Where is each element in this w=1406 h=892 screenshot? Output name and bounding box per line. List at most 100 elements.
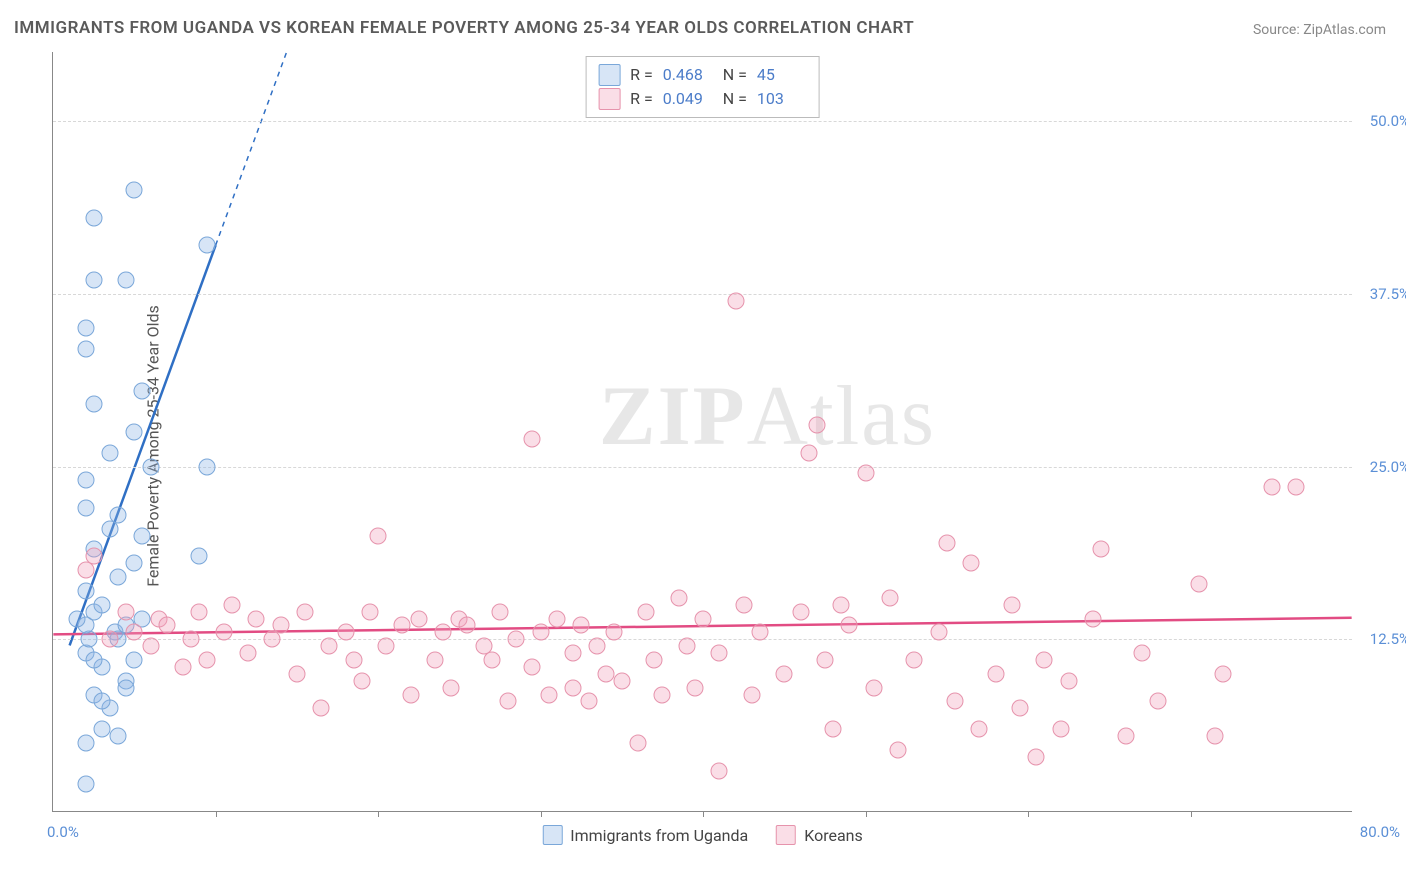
scatter-point-uganda: [126, 652, 143, 669]
legend-item: Koreans: [776, 825, 863, 845]
scatter-point-koreans: [248, 610, 265, 627]
scatter-point-koreans: [353, 672, 370, 689]
scatter-point-koreans: [686, 679, 703, 696]
scatter-point-koreans: [638, 603, 655, 620]
x-tick: [216, 811, 217, 817]
chart-plot-area: ZIPAtlas R = 0.468 N = 45 R = 0.049 N = …: [52, 52, 1352, 812]
scatter-point-koreans: [288, 665, 305, 682]
n-value: 45: [757, 63, 807, 87]
scatter-point-koreans: [727, 292, 744, 309]
scatter-point-uganda: [77, 341, 94, 358]
scatter-point-koreans: [1133, 645, 1150, 662]
scatter-point-koreans: [223, 596, 240, 613]
scatter-point-koreans: [296, 603, 313, 620]
x-tick: [866, 811, 867, 817]
scatter-point-koreans: [938, 534, 955, 551]
scatter-point-koreans: [930, 624, 947, 641]
source-label: Source: ZipAtlas.com: [1253, 22, 1386, 38]
scatter-point-koreans: [321, 638, 338, 655]
scatter-point-koreans: [597, 665, 614, 682]
scatter-point-koreans: [1060, 672, 1077, 689]
scatter-point-koreans: [1150, 693, 1167, 710]
scatter-point-koreans: [410, 610, 427, 627]
chart-title: IMMIGRANTS FROM UGANDA VS KOREAN FEMALE …: [14, 18, 914, 38]
scatter-point-koreans: [532, 624, 549, 641]
scatter-point-koreans: [101, 631, 118, 648]
scatter-point-uganda: [142, 458, 159, 475]
n-label: N =: [723, 87, 747, 111]
scatter-point-koreans: [670, 589, 687, 606]
scatter-point-koreans: [800, 444, 817, 461]
scatter-point-uganda: [93, 693, 110, 710]
scatter-point-koreans: [865, 679, 882, 696]
scatter-point-koreans: [142, 638, 159, 655]
y-tick-label: 37.5%: [1370, 285, 1406, 303]
legend-swatch-uganda: [542, 825, 562, 845]
scatter-point-uganda: [77, 776, 94, 793]
scatter-point-koreans: [394, 617, 411, 634]
y-tick-label: 12.5%: [1370, 630, 1406, 648]
scatter-point-koreans: [581, 693, 598, 710]
scatter-point-uganda: [199, 237, 216, 254]
x-tick: [1191, 811, 1192, 817]
scatter-point-uganda: [69, 610, 86, 627]
r-value: 0.049: [663, 87, 713, 111]
legend-label: Immigrants from Uganda: [570, 826, 748, 845]
scatter-point-koreans: [85, 548, 102, 565]
scatter-point-koreans: [857, 465, 874, 482]
scatter-point-koreans: [1288, 479, 1305, 496]
scatter-point-koreans: [483, 652, 500, 669]
scatter-point-uganda: [85, 272, 102, 289]
scatter-point-koreans: [345, 652, 362, 669]
legend-swatch-uganda: [598, 64, 620, 86]
scatter-point-uganda: [118, 272, 135, 289]
legend-label: Koreans: [804, 826, 863, 845]
scatter-point-uganda: [77, 320, 94, 337]
scatter-point-koreans: [361, 603, 378, 620]
scatter-point-koreans: [816, 652, 833, 669]
n-label: N =: [723, 63, 747, 87]
scatter-point-koreans: [191, 603, 208, 620]
y-tick-label: 25.0%: [1370, 458, 1406, 476]
scatter-point-koreans: [573, 617, 590, 634]
scatter-point-koreans: [313, 700, 330, 717]
scatter-point-koreans: [613, 672, 630, 689]
scatter-point-koreans: [118, 603, 135, 620]
scatter-point-koreans: [565, 645, 582, 662]
x-tick: [1028, 811, 1029, 817]
scatter-point-koreans: [491, 603, 508, 620]
scatter-point-koreans: [158, 617, 175, 634]
scatter-point-uganda: [93, 721, 110, 738]
scatter-point-koreans: [1215, 665, 1232, 682]
scatter-point-koreans: [711, 762, 728, 779]
scatter-point-koreans: [378, 638, 395, 655]
scatter-point-uganda: [191, 548, 208, 565]
scatter-point-koreans: [565, 679, 582, 696]
scatter-point-uganda: [93, 596, 110, 613]
scatter-point-uganda: [118, 679, 135, 696]
scatter-point-koreans: [199, 652, 216, 669]
scatter-point-koreans: [735, 596, 752, 613]
scatter-point-uganda: [77, 472, 94, 489]
scatter-point-koreans: [1052, 721, 1069, 738]
scatter-point-uganda: [110, 569, 127, 586]
scatter-point-uganda: [77, 582, 94, 599]
scatter-point-koreans: [987, 665, 1004, 682]
scatter-point-koreans: [833, 596, 850, 613]
r-label: R =: [630, 63, 653, 87]
scatter-point-uganda: [85, 396, 102, 413]
scatter-point-uganda: [101, 444, 118, 461]
correlation-legend: R = 0.468 N = 45 R = 0.049 N = 103: [585, 56, 820, 118]
scatter-point-koreans: [370, 527, 387, 544]
x-axis-end-label: 80.0%: [1360, 823, 1400, 841]
scatter-point-uganda: [85, 209, 102, 226]
x-tick: [378, 811, 379, 817]
scatter-point-koreans: [524, 658, 541, 675]
scatter-point-koreans: [435, 624, 452, 641]
scatter-point-koreans: [751, 624, 768, 641]
scatter-point-koreans: [1011, 700, 1028, 717]
scatter-point-koreans: [215, 624, 232, 641]
scatter-point-koreans: [175, 658, 192, 675]
scatter-point-uganda: [126, 555, 143, 572]
scatter-point-uganda: [110, 728, 127, 745]
